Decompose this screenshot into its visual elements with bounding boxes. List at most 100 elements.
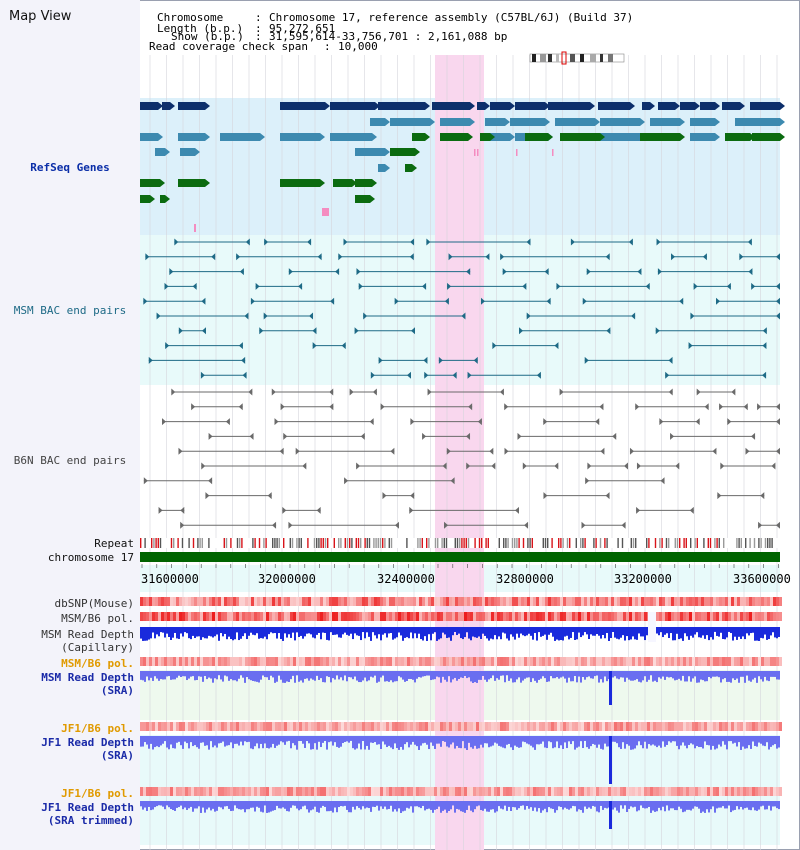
depth-bar <box>604 736 606 744</box>
heat-cell <box>200 722 203 731</box>
heat-cell <box>314 612 317 621</box>
depth-bar <box>644 736 646 742</box>
depth-bar <box>738 627 740 637</box>
depth-bar <box>336 736 338 747</box>
depth-bar <box>512 801 514 808</box>
depth-bar <box>648 736 650 745</box>
depth-bar <box>210 736 212 742</box>
repeat-block <box>155 538 157 548</box>
depth-bar <box>574 801 576 807</box>
refseq-gene-arrow <box>195 148 200 156</box>
depth-bar <box>728 627 730 632</box>
b6n-bac-pair-end <box>587 462 592 470</box>
heat-cell <box>434 612 437 621</box>
depth-bar <box>384 801 386 807</box>
heat-cell <box>599 657 602 666</box>
depth-bar <box>776 627 778 639</box>
depth-bar <box>600 627 602 639</box>
heat-cell <box>407 787 410 796</box>
refseq-gene <box>140 133 158 141</box>
depth-bar <box>686 801 688 810</box>
depth-bar <box>390 671 392 681</box>
b6n-bac-pair-end <box>543 492 548 500</box>
heat-cell <box>434 722 437 731</box>
heat-cell <box>227 612 230 621</box>
depth-bar <box>258 801 260 808</box>
b6n-bac-pair-end <box>524 521 529 529</box>
depth-bar <box>526 736 528 744</box>
depth-bar <box>320 627 322 640</box>
heat-cell <box>347 657 350 666</box>
repeat-block <box>239 538 241 548</box>
heat-cell <box>698 612 701 621</box>
depth-bar <box>418 627 420 634</box>
depth-bar <box>688 801 690 810</box>
heat-cell <box>596 787 599 796</box>
depth-bar <box>204 627 206 639</box>
depth-bar <box>574 627 576 640</box>
depth-bar <box>416 671 418 679</box>
depth-bar <box>694 671 696 677</box>
repeat-block <box>562 538 564 548</box>
depth-bar <box>548 736 550 742</box>
depth-bar <box>504 736 506 749</box>
depth-bar <box>152 736 154 750</box>
depth-bar <box>282 801 284 808</box>
depth-bar <box>356 736 358 749</box>
depth-bar <box>408 801 410 809</box>
heat-cell <box>656 612 659 621</box>
repeat-block <box>388 538 390 548</box>
heat-cell <box>278 612 281 621</box>
heat-cell <box>704 787 707 796</box>
heat-cell <box>434 597 437 606</box>
heat-cell <box>296 722 299 731</box>
repeat-block <box>547 538 549 548</box>
depth-bar <box>526 671 528 678</box>
heat-cell <box>308 657 311 666</box>
depth-bar <box>546 736 548 749</box>
depth-bar <box>174 736 176 749</box>
depth-bar <box>408 736 410 748</box>
depth-bar <box>390 736 392 748</box>
heat-cell <box>146 722 149 731</box>
depth-bar <box>682 627 684 641</box>
heat-cell <box>719 722 722 731</box>
b6n-bac-pair-end <box>201 462 206 470</box>
heat-cell <box>299 612 302 621</box>
heat-cell <box>338 657 341 666</box>
heat-cell <box>311 787 314 796</box>
ideogram-marker <box>561 51 567 65</box>
depth-bar <box>470 627 472 641</box>
depth-bar <box>482 736 484 748</box>
heat-cell <box>584 657 587 666</box>
depth-bar <box>394 627 396 639</box>
heat-cell <box>743 657 746 666</box>
refseq-gene-arrow <box>680 133 685 141</box>
heat-cell <box>236 787 239 796</box>
heat-cell <box>734 722 737 731</box>
depth-bar <box>298 671 300 682</box>
heat-cell <box>473 722 476 731</box>
depth-bar <box>694 736 696 749</box>
depth-bar <box>442 736 444 742</box>
heat-cell <box>743 722 746 731</box>
depth-bar <box>162 671 164 680</box>
depth-bar <box>492 736 494 746</box>
highlight-region <box>435 55 484 850</box>
heat-cell <box>254 612 257 621</box>
heat-cell <box>617 597 620 606</box>
depth-bar <box>318 801 320 813</box>
heat-cell <box>263 597 266 606</box>
repeat-block <box>445 538 448 548</box>
heat-cell <box>536 657 539 666</box>
heat-cell <box>338 722 341 731</box>
heat-cell <box>221 612 224 621</box>
depth-bar <box>732 671 734 679</box>
b6n-bac-pair-end <box>675 462 680 470</box>
heat-cell <box>626 657 629 666</box>
depth-bar <box>434 671 436 680</box>
refseq-gene-arrow <box>510 133 515 141</box>
heat-cell <box>737 657 740 666</box>
depth-bar <box>202 671 204 682</box>
